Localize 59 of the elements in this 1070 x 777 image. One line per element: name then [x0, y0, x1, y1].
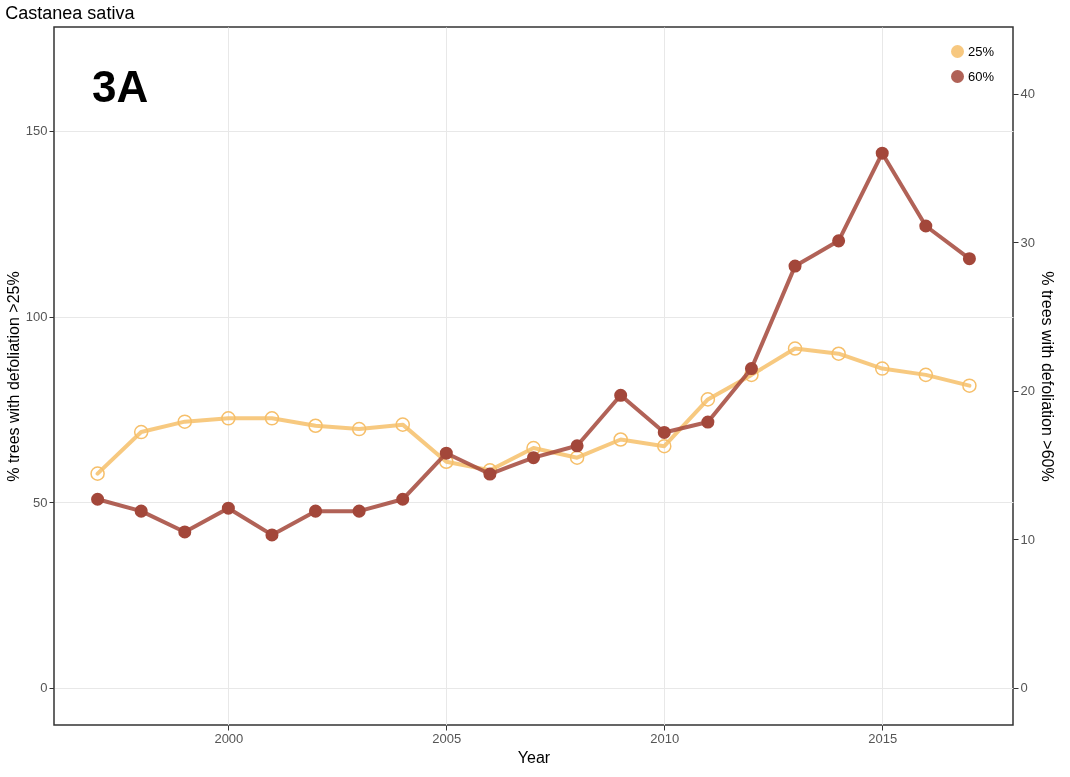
point	[744, 362, 758, 376]
point	[308, 418, 323, 434]
point	[221, 411, 236, 426]
y-axis-title: % trees with defoliation >25%	[4, 271, 22, 482]
point	[657, 438, 672, 454]
point	[178, 525, 192, 539]
point	[264, 411, 280, 426]
point	[91, 492, 105, 506]
legend-label: 25%	[968, 43, 995, 59]
point	[787, 341, 803, 356]
y-tick-label: 150	[25, 123, 48, 139]
y2-tick-label: 20	[1020, 383, 1035, 399]
point	[396, 492, 410, 506]
y2-tick-label: 0	[1020, 680, 1028, 696]
point	[962, 378, 977, 393]
point	[134, 504, 148, 518]
point	[832, 234, 846, 248]
point	[831, 346, 846, 361]
chart-title: Castanea sativa	[5, 3, 136, 23]
point	[483, 467, 497, 481]
point	[569, 450, 585, 465]
point	[613, 432, 628, 447]
point	[614, 388, 628, 402]
annotation: 3A	[92, 62, 149, 111]
point	[788, 259, 802, 273]
point	[874, 361, 890, 376]
y-tick-label: 0	[40, 680, 48, 696]
point	[90, 466, 105, 481]
point	[919, 219, 933, 233]
point	[962, 252, 976, 266]
point	[700, 392, 716, 407]
point	[395, 417, 410, 432]
y-tick-label: 50	[33, 494, 48, 510]
y-tick-label: 100	[25, 309, 48, 325]
point	[701, 415, 715, 429]
y2-tick-label: 30	[1020, 234, 1035, 250]
y2-axis-title: % trees with defoliation >60%	[1038, 271, 1056, 482]
point	[918, 367, 934, 383]
x-tick-label: 2015	[868, 730, 898, 746]
point	[526, 440, 541, 456]
point	[177, 414, 193, 429]
x-axis-title: Year	[517, 748, 551, 766]
point	[351, 421, 367, 437]
x-tick-label: 2005	[432, 730, 462, 746]
x-tick-label: 2010	[650, 730, 680, 746]
point	[309, 504, 323, 518]
point	[265, 528, 279, 542]
point	[352, 504, 366, 518]
point	[133, 424, 149, 440]
point	[526, 451, 541, 465]
y2-tick-label: 40	[1020, 86, 1035, 102]
point	[221, 501, 235, 515]
point	[439, 446, 453, 460]
legend-label: 60%	[968, 68, 995, 84]
point	[657, 425, 671, 439]
point	[875, 146, 889, 160]
x-tick-label: 2000	[214, 730, 244, 746]
point	[570, 439, 584, 453]
y2-tick-label: 10	[1020, 531, 1035, 547]
